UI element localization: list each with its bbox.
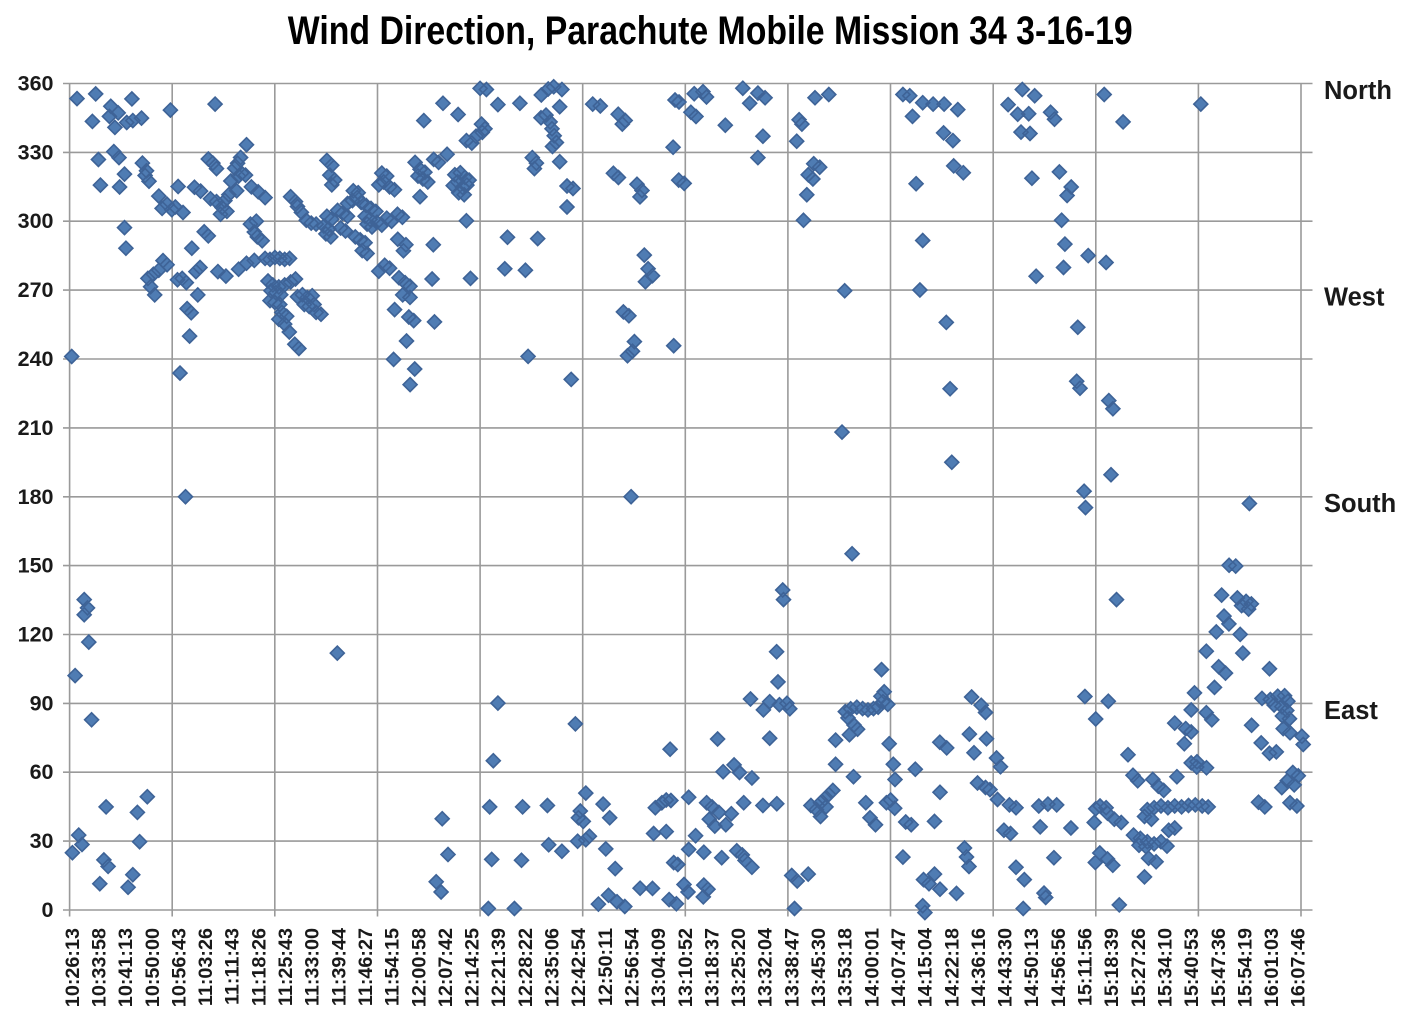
- svg-text:12:00:58: 12:00:58: [408, 928, 430, 1007]
- svg-text:West: West: [1324, 284, 1385, 312]
- svg-text:15:34:10: 15:34:10: [1154, 928, 1176, 1007]
- svg-text:12:50:11: 12:50:11: [595, 928, 617, 1006]
- svg-text:12:21:39: 12:21:39: [488, 928, 510, 1007]
- svg-text:240: 240: [18, 347, 54, 371]
- svg-text:150: 150: [18, 554, 54, 578]
- svg-text:12:14:25: 12:14:25: [462, 928, 484, 1007]
- svg-text:360: 360: [18, 72, 54, 96]
- svg-text:11:18:26: 11:18:26: [248, 928, 270, 1006]
- svg-text:13:10:52: 13:10:52: [675, 928, 697, 1007]
- svg-text:13:53:18: 13:53:18: [835, 928, 857, 1007]
- svg-text:13:18:37: 13:18:37: [701, 928, 723, 1007]
- svg-text:60: 60: [30, 760, 54, 784]
- svg-text:13:32:04: 13:32:04: [755, 928, 777, 1007]
- svg-text:12:35:06: 12:35:06: [542, 928, 564, 1007]
- svg-text:13:38:47: 13:38:47: [781, 928, 803, 1007]
- svg-text:13:25:20: 13:25:20: [728, 928, 750, 1007]
- svg-text:11:46:27: 11:46:27: [355, 928, 377, 1006]
- svg-text:10:41:13: 10:41:13: [115, 928, 137, 1007]
- svg-text:11:33:00: 11:33:00: [302, 928, 324, 1006]
- svg-text:10:50:00: 10:50:00: [142, 928, 164, 1007]
- svg-text:11:39:44: 11:39:44: [328, 928, 350, 1006]
- svg-text:330: 330: [18, 140, 54, 164]
- svg-text:11:03:26: 11:03:26: [195, 928, 217, 1006]
- svg-text:15:54:19: 15:54:19: [1234, 928, 1256, 1007]
- svg-text:30: 30: [30, 829, 54, 853]
- svg-text:14:43:30: 14:43:30: [995, 928, 1017, 1007]
- svg-text:14:50:13: 14:50:13: [1021, 928, 1043, 1007]
- svg-text:10:33:58: 10:33:58: [88, 928, 110, 1007]
- svg-text:14:00:01: 14:00:01: [861, 928, 883, 1007]
- svg-text:10:26:13: 10:26:13: [62, 928, 84, 1007]
- svg-text:11:54:15: 11:54:15: [382, 928, 404, 1006]
- svg-text:13:04:09: 13:04:09: [648, 928, 670, 1007]
- svg-text:14:22:18: 14:22:18: [941, 928, 963, 1007]
- svg-text:14:56:56: 14:56:56: [1048, 928, 1070, 1007]
- svg-text:12:28:22: 12:28:22: [515, 928, 537, 1007]
- svg-text:15:11:56: 15:11:56: [1075, 928, 1097, 1006]
- svg-text:13:45:30: 13:45:30: [808, 928, 830, 1007]
- svg-text:0: 0: [42, 898, 54, 922]
- svg-text:11:11:43: 11:11:43: [222, 928, 244, 1005]
- svg-text:14:15:04: 14:15:04: [915, 928, 937, 1007]
- svg-text:14:07:47: 14:07:47: [888, 928, 910, 1007]
- svg-text:10:56:43: 10:56:43: [168, 928, 190, 1007]
- svg-text:North: North: [1324, 77, 1392, 105]
- svg-text:15:18:39: 15:18:39: [1101, 928, 1123, 1007]
- svg-text:16:07:46: 16:07:46: [1288, 928, 1310, 1007]
- svg-text:210: 210: [18, 416, 54, 440]
- svg-text:16:01:03: 16:01:03: [1261, 928, 1283, 1007]
- svg-text:14:36:16: 14:36:16: [968, 928, 990, 1007]
- svg-text:South: South: [1324, 490, 1396, 518]
- svg-text:11:25:43: 11:25:43: [275, 928, 297, 1006]
- svg-text:90: 90: [30, 691, 54, 715]
- svg-text:12:56:54: 12:56:54: [621, 928, 643, 1007]
- svg-text:300: 300: [18, 209, 54, 233]
- svg-text:15:27:26: 15:27:26: [1128, 928, 1150, 1007]
- svg-text:15:40:53: 15:40:53: [1181, 928, 1203, 1007]
- svg-text:12:42:54: 12:42:54: [568, 928, 590, 1007]
- svg-text:East: East: [1324, 697, 1378, 725]
- svg-text:120: 120: [18, 623, 54, 647]
- svg-text:270: 270: [18, 278, 54, 302]
- svg-text:15:47:36: 15:47:36: [1208, 928, 1230, 1007]
- svg-text:12:07:42: 12:07:42: [435, 928, 457, 1007]
- svg-text:180: 180: [18, 485, 54, 509]
